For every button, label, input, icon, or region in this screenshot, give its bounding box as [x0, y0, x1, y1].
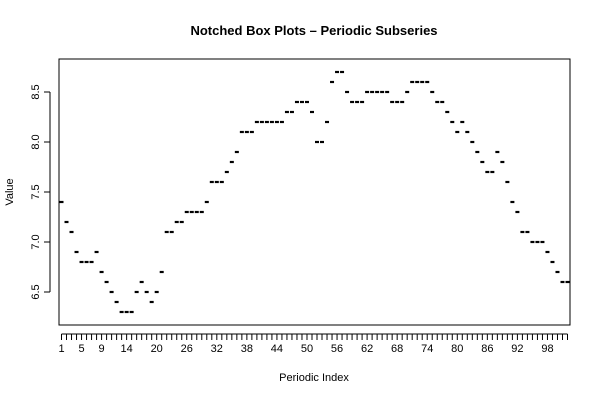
- x-tick-label: 1: [58, 343, 64, 355]
- y-axis: 6.5 7.0 7.5 8.0 8.5: [30, 84, 51, 300]
- x-tick-label: 44: [271, 343, 283, 355]
- x-tick-label: 80: [451, 343, 463, 355]
- y-tick-label: 6.5: [30, 284, 42, 299]
- chart-title: Notched Box Plots – Periodic Subseries: [190, 23, 437, 38]
- x-tick-label: 74: [421, 343, 433, 355]
- x-tick-label: 62: [361, 343, 373, 355]
- x-tick-label: 5: [78, 343, 84, 355]
- x-tick-label: 68: [391, 343, 403, 355]
- data-marks: [59, 70, 570, 314]
- x-tick-label: 26: [181, 343, 193, 355]
- plot-frame: [58, 58, 571, 326]
- x-tick-label: 14: [121, 343, 133, 355]
- x-tick-label: 92: [511, 343, 523, 355]
- x-axis: 1 5 9 14 20 26 32 38 44 50 56 62 68 74 80 86 92 98: [58, 333, 568, 355]
- y-axis-label: Value: [4, 178, 16, 205]
- x-tick-label: 50: [301, 343, 313, 355]
- y-tick-label: 7.5: [30, 184, 42, 199]
- x-tick-label: 56: [331, 343, 343, 355]
- x-tick-label: 32: [211, 343, 223, 355]
- x-axis-label: Periodic Index: [279, 372, 349, 384]
- x-tick-label: 98: [541, 343, 553, 355]
- y-tick-label: 7.0: [30, 234, 42, 249]
- y-tick-label: 8.0: [30, 134, 42, 149]
- x-tick-label: 20: [151, 343, 163, 355]
- x-tick-label: 38: [241, 343, 253, 355]
- x-tick-label: 9: [99, 343, 105, 355]
- y-tick-label: 8.5: [30, 84, 42, 99]
- x-tick-label: 86: [481, 343, 493, 355]
